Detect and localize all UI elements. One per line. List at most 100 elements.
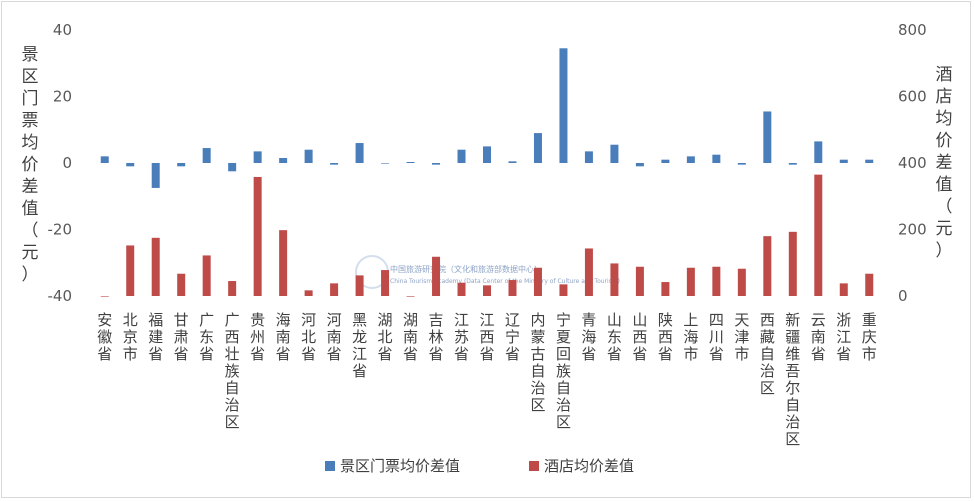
category-label: 云南省	[811, 311, 826, 363]
right-tick-label: 200	[898, 221, 927, 239]
bar-24-series1	[686, 156, 695, 163]
bar-22-series1	[635, 163, 644, 167]
category-label: 宁夏回族自治区	[556, 311, 571, 431]
category-label: 天津市	[734, 311, 749, 363]
bar-27-series1	[763, 111, 772, 163]
bar-5-series1	[202, 148, 211, 163]
bar-7-series2	[253, 176, 262, 296]
bars	[100, 48, 874, 297]
bar-13-series2	[406, 296, 415, 297]
category-label: 湖北省	[378, 311, 393, 363]
bar-20-series2	[584, 248, 593, 296]
bar-19-series2	[559, 284, 568, 296]
axis-titles: 景区门票均价差值（元） 酒店均价差值（元）	[22, 45, 953, 285]
bar-23-series1	[661, 159, 670, 163]
category-label: 江西省	[479, 311, 494, 363]
bar-17-series2	[508, 280, 517, 296]
bar-23-series2	[661, 282, 670, 296]
bar-6-series1	[228, 163, 237, 172]
bar-28-series2	[788, 231, 797, 296]
category-label: 四川省	[709, 311, 724, 363]
bar-17-series1	[508, 161, 517, 163]
category-label: 海南省	[276, 311, 291, 363]
bar-13-series1	[406, 162, 415, 163]
right-tick-label: 800	[898, 21, 927, 39]
bar-25-series1	[712, 154, 721, 163]
category-label: 贵州省	[250, 311, 265, 363]
category-label: 上海市	[683, 311, 698, 363]
left-tick-label: 0	[62, 154, 72, 172]
bar-3-series2	[151, 237, 160, 296]
watermark-line2: China Tourism Academy (Data Center of th…	[390, 278, 620, 285]
bar-1-series1	[100, 156, 109, 163]
left-tick-label: 40	[53, 21, 72, 39]
bar-16-series2	[483, 285, 491, 296]
bar-2-series1	[126, 163, 135, 167]
category-label: 福建省	[148, 311, 163, 363]
bar-8-series2	[279, 230, 288, 296]
bar-26-series1	[737, 163, 746, 165]
category-label: 内蒙古自治区	[530, 311, 545, 414]
category-label: 新疆维吾尔自治区	[785, 311, 800, 448]
bar-3-series1	[151, 163, 160, 188]
category-labels: 安徽省北京市福建省甘肃省广东省广西壮族自治区贵州省海南省河北省河南省黑龙江省湖北…	[97, 311, 877, 448]
bar-30-series2	[839, 283, 848, 296]
bar-31-series1	[865, 159, 874, 163]
legend-label-1: 景区门票均价差值	[340, 457, 460, 475]
legend: 景区门票均价差值 酒店均价差值	[325, 457, 634, 475]
bar-22-series2	[635, 266, 644, 296]
left-axis-title: 景区门票均价差值（元）	[22, 45, 39, 285]
category-label: 甘肃省	[174, 311, 189, 363]
right-tick-label: 400	[898, 154, 927, 172]
bar-18-series1	[533, 133, 542, 163]
category-label: 山西省	[632, 311, 647, 363]
bar-29-series2	[814, 174, 823, 296]
bar-9-series2	[304, 290, 313, 296]
right-axis-title: 酒店均价差值（元）	[936, 65, 953, 261]
bar-10-series1	[330, 163, 339, 165]
category-label: 西藏自治区	[760, 311, 775, 397]
bar-19-series1	[559, 48, 568, 163]
category-label: 重庆市	[862, 311, 877, 363]
legend-swatch-1	[325, 461, 335, 471]
category-label: 青海省	[581, 311, 596, 363]
bar-5-series2	[202, 255, 211, 296]
bar-21-series2	[610, 263, 619, 296]
bar-15-series1	[457, 149, 466, 163]
bar-14-series2	[432, 256, 441, 296]
bar-10-series2	[330, 283, 339, 296]
bar-15-series2	[457, 282, 466, 296]
bar-25-series2	[712, 266, 721, 296]
bar-31-series2	[865, 273, 874, 296]
category-label: 河南省	[327, 311, 342, 363]
watermark: 中国旅游研究院（文化和旅游部数据中心） China Tourism Academ…	[355, 255, 620, 289]
bar-1-series2	[100, 296, 109, 297]
watermark-line1: 中国旅游研究院（文化和旅游部数据中心）	[390, 264, 542, 274]
left-tick-label: 20	[53, 88, 72, 106]
bar-9-series1	[304, 149, 313, 163]
bar-21-series1	[610, 144, 619, 163]
category-label: 陕西省	[658, 311, 673, 363]
bar-4-series1	[177, 163, 186, 167]
bar-29-series1	[814, 141, 823, 163]
left-tick-label: -20	[48, 221, 73, 239]
bar-27-series2	[763, 236, 772, 296]
bar-24-series2	[686, 267, 695, 296]
category-label: 江苏省	[454, 311, 469, 363]
bar-4-series2	[177, 273, 186, 296]
category-label: 湖南省	[403, 311, 418, 363]
bar-12-series2	[381, 270, 390, 296]
left-tick-label: -40	[48, 287, 73, 305]
right-axis: 0 200 400 600 800	[898, 21, 927, 305]
bar-7-series1	[253, 151, 262, 163]
bar-11-series1	[355, 143, 364, 163]
category-label: 广西壮族自治区	[225, 311, 240, 431]
bar-14-series1	[432, 163, 441, 165]
legend-label-2: 酒店均价差值	[544, 457, 634, 475]
legend-swatch-2	[529, 461, 539, 471]
bar-26-series2	[737, 268, 746, 296]
category-label: 北京市	[123, 311, 138, 363]
category-label: 浙江省	[836, 311, 851, 363]
bar-6-series2	[228, 281, 237, 296]
